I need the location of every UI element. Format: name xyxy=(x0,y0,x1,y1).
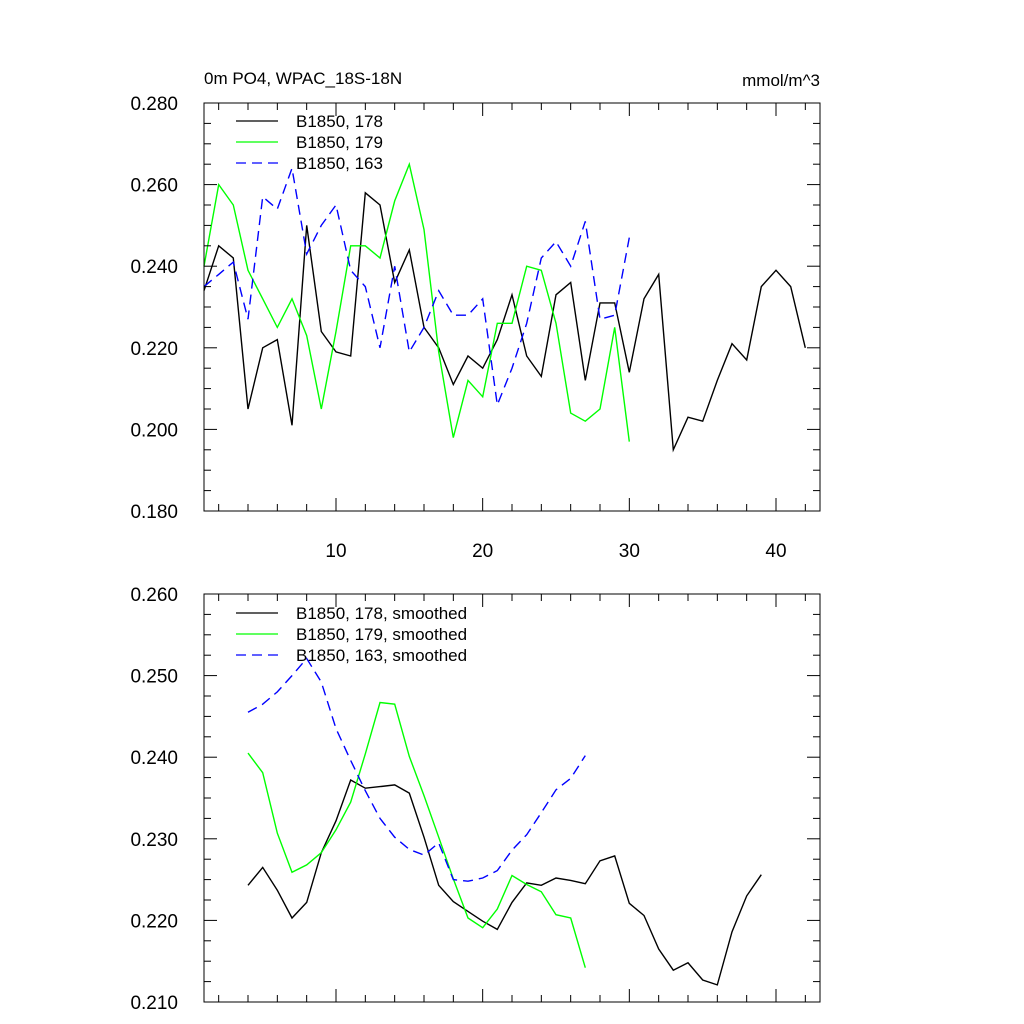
units-label: mmol/m^3 xyxy=(742,71,820,90)
legend-label-178-smoothed: B1850, 178, smoothed xyxy=(296,604,467,623)
series-line-1 xyxy=(203,161,630,442)
series-line-0 xyxy=(203,191,806,453)
legend-label-179-smoothed: B1850, 179, smoothed xyxy=(296,625,467,644)
series-line-0 xyxy=(247,778,762,986)
series-line-2 xyxy=(247,657,586,882)
x-tick-label: 40 xyxy=(765,541,786,562)
y-tick-label: 0.250 xyxy=(130,667,178,688)
y-tick-label: 0.240 xyxy=(130,748,178,769)
axes-layer: 0.210 0.220 0.230 0.240 0.250 0.260 xyxy=(130,585,820,1014)
y-tick-label: 0.220 xyxy=(130,339,178,360)
legend: B1850, 178 B1850, 179 B1850, 163 xyxy=(236,112,383,173)
x-tick-label: 20 xyxy=(472,541,493,562)
series-line-1 xyxy=(247,701,586,968)
y-tick-label: 0.210 xyxy=(130,993,178,1014)
y-tick-label: 0.220 xyxy=(130,911,178,932)
y-tick-label: 0.280 xyxy=(130,94,178,115)
chart-title: 0m PO4, WPAC_18S-18N xyxy=(204,69,402,88)
y-tick-label: 0.180 xyxy=(130,502,178,523)
legend: B1850, 178, smoothed B1850, 179, smoothe… xyxy=(236,604,467,665)
series-layer xyxy=(203,161,806,453)
x-tick-label: 30 xyxy=(619,541,640,562)
legend-label-163-smoothed: B1850, 163, smoothed xyxy=(296,646,467,665)
legend-label-179: B1850, 179 xyxy=(296,133,383,152)
x-tick-label: 10 xyxy=(325,541,346,562)
y-tick-label: 0.260 xyxy=(130,176,178,197)
y-tick-label: 0.230 xyxy=(130,830,178,851)
y-tick-label: 0.240 xyxy=(130,257,178,278)
series-layer xyxy=(247,657,762,986)
legend-label-163: B1850, 163 xyxy=(296,154,383,173)
y-tick-label: 0.200 xyxy=(130,420,178,441)
panel-bottom: 0.210 0.220 0.230 0.240 0.250 0.260 B1850, 17… xyxy=(130,585,821,1014)
series-line-2 xyxy=(203,165,630,408)
panel-top: 0m PO4, WPAC_18S-18N mmol/m^3 0.180 0.200… xyxy=(130,69,821,562)
y-tick-label: 0.260 xyxy=(130,585,178,606)
legend-label-178: B1850, 178 xyxy=(296,112,383,131)
axes-layer: 0.180 0.200 0.220 0.240 0.260 0.280 10 20 30 40 xyxy=(130,94,820,562)
